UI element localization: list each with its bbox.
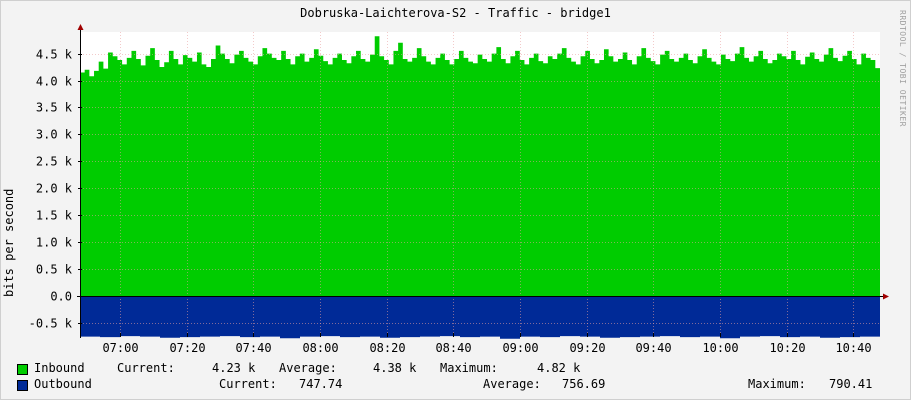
- x-tick-label: 09:40: [635, 341, 671, 355]
- rrdtool-watermark: RRDTOOL / TOBI OETIKER: [898, 10, 907, 127]
- x-tick-label: 07:40: [235, 341, 271, 355]
- y-tick-label: 3.5 k: [36, 101, 73, 115]
- x-tick-label: 10:00: [702, 341, 738, 355]
- x-tick-label: 08:40: [435, 341, 471, 355]
- x-tick-label: 08:20: [369, 341, 405, 355]
- y-axis-arrow: [77, 24, 84, 30]
- inbound-legend-name: Inbound: [34, 361, 85, 375]
- y-tick-label: 0.0: [50, 290, 72, 304]
- x-tick-label: 07:20: [169, 341, 205, 355]
- outbound-maximum-value: 790.41: [829, 377, 873, 391]
- y-tick-label: 2.0 k: [36, 182, 73, 196]
- outbound-average-value: 756.69: [562, 377, 606, 391]
- inbound-current-value: 4.23 k: [212, 361, 256, 375]
- x-tick-label: 10:40: [835, 341, 871, 355]
- inbound-swatch: [17, 364, 28, 375]
- x-tick-label: 10:20: [769, 341, 805, 355]
- series-area-outbound: [80, 296, 880, 339]
- outbound-average-label: Average:: [483, 377, 541, 391]
- series-area-inbound: [80, 36, 880, 297]
- y-tick-label: 3.0 k: [36, 128, 73, 142]
- y-tick-label: -0.5 k: [29, 317, 73, 331]
- x-tick-label: 09:20: [569, 341, 605, 355]
- outbound-current-label: Current:: [219, 377, 277, 391]
- inbound-average-value: 4.38 k: [373, 361, 417, 375]
- y-tick-label: 2.5 k: [36, 155, 73, 169]
- outbound-swatch: [17, 380, 28, 391]
- x-axis-arrow: [883, 293, 889, 300]
- traffic-chart: -0.5 k 0.0 0.5 k 1.0 k 1.5 k 2.0 k 2.5 k 3.0 k 3…: [29, 24, 889, 355]
- y-tick-label: 1.5 k: [36, 209, 73, 223]
- y-tick-label: 4.5 k: [36, 48, 73, 62]
- x-tick-label: 09:00: [502, 341, 538, 355]
- inbound-average-label: Average:: [279, 361, 337, 375]
- outbound-maximum-label: Maximum:: [748, 377, 806, 391]
- y-tick-label: 4.0 k: [36, 75, 73, 89]
- inbound-maximum-label: Maximum:: [440, 361, 498, 375]
- y-tick-label: 0.5 k: [36, 263, 73, 277]
- y-tick-label: 1.0 k: [36, 236, 73, 250]
- outbound-current-value: 747.74: [299, 377, 343, 391]
- inbound-maximum-value: 4.82 k: [537, 361, 581, 375]
- outbound-legend-name: Outbound: [34, 377, 92, 391]
- inbound-current-label: Current:: [117, 361, 175, 375]
- x-tick-label: 08:00: [302, 341, 338, 355]
- chart-title: Dobruska-Laichterova-S2 - Traffic - brid…: [300, 6, 611, 20]
- x-tick-label: 07:00: [102, 341, 138, 355]
